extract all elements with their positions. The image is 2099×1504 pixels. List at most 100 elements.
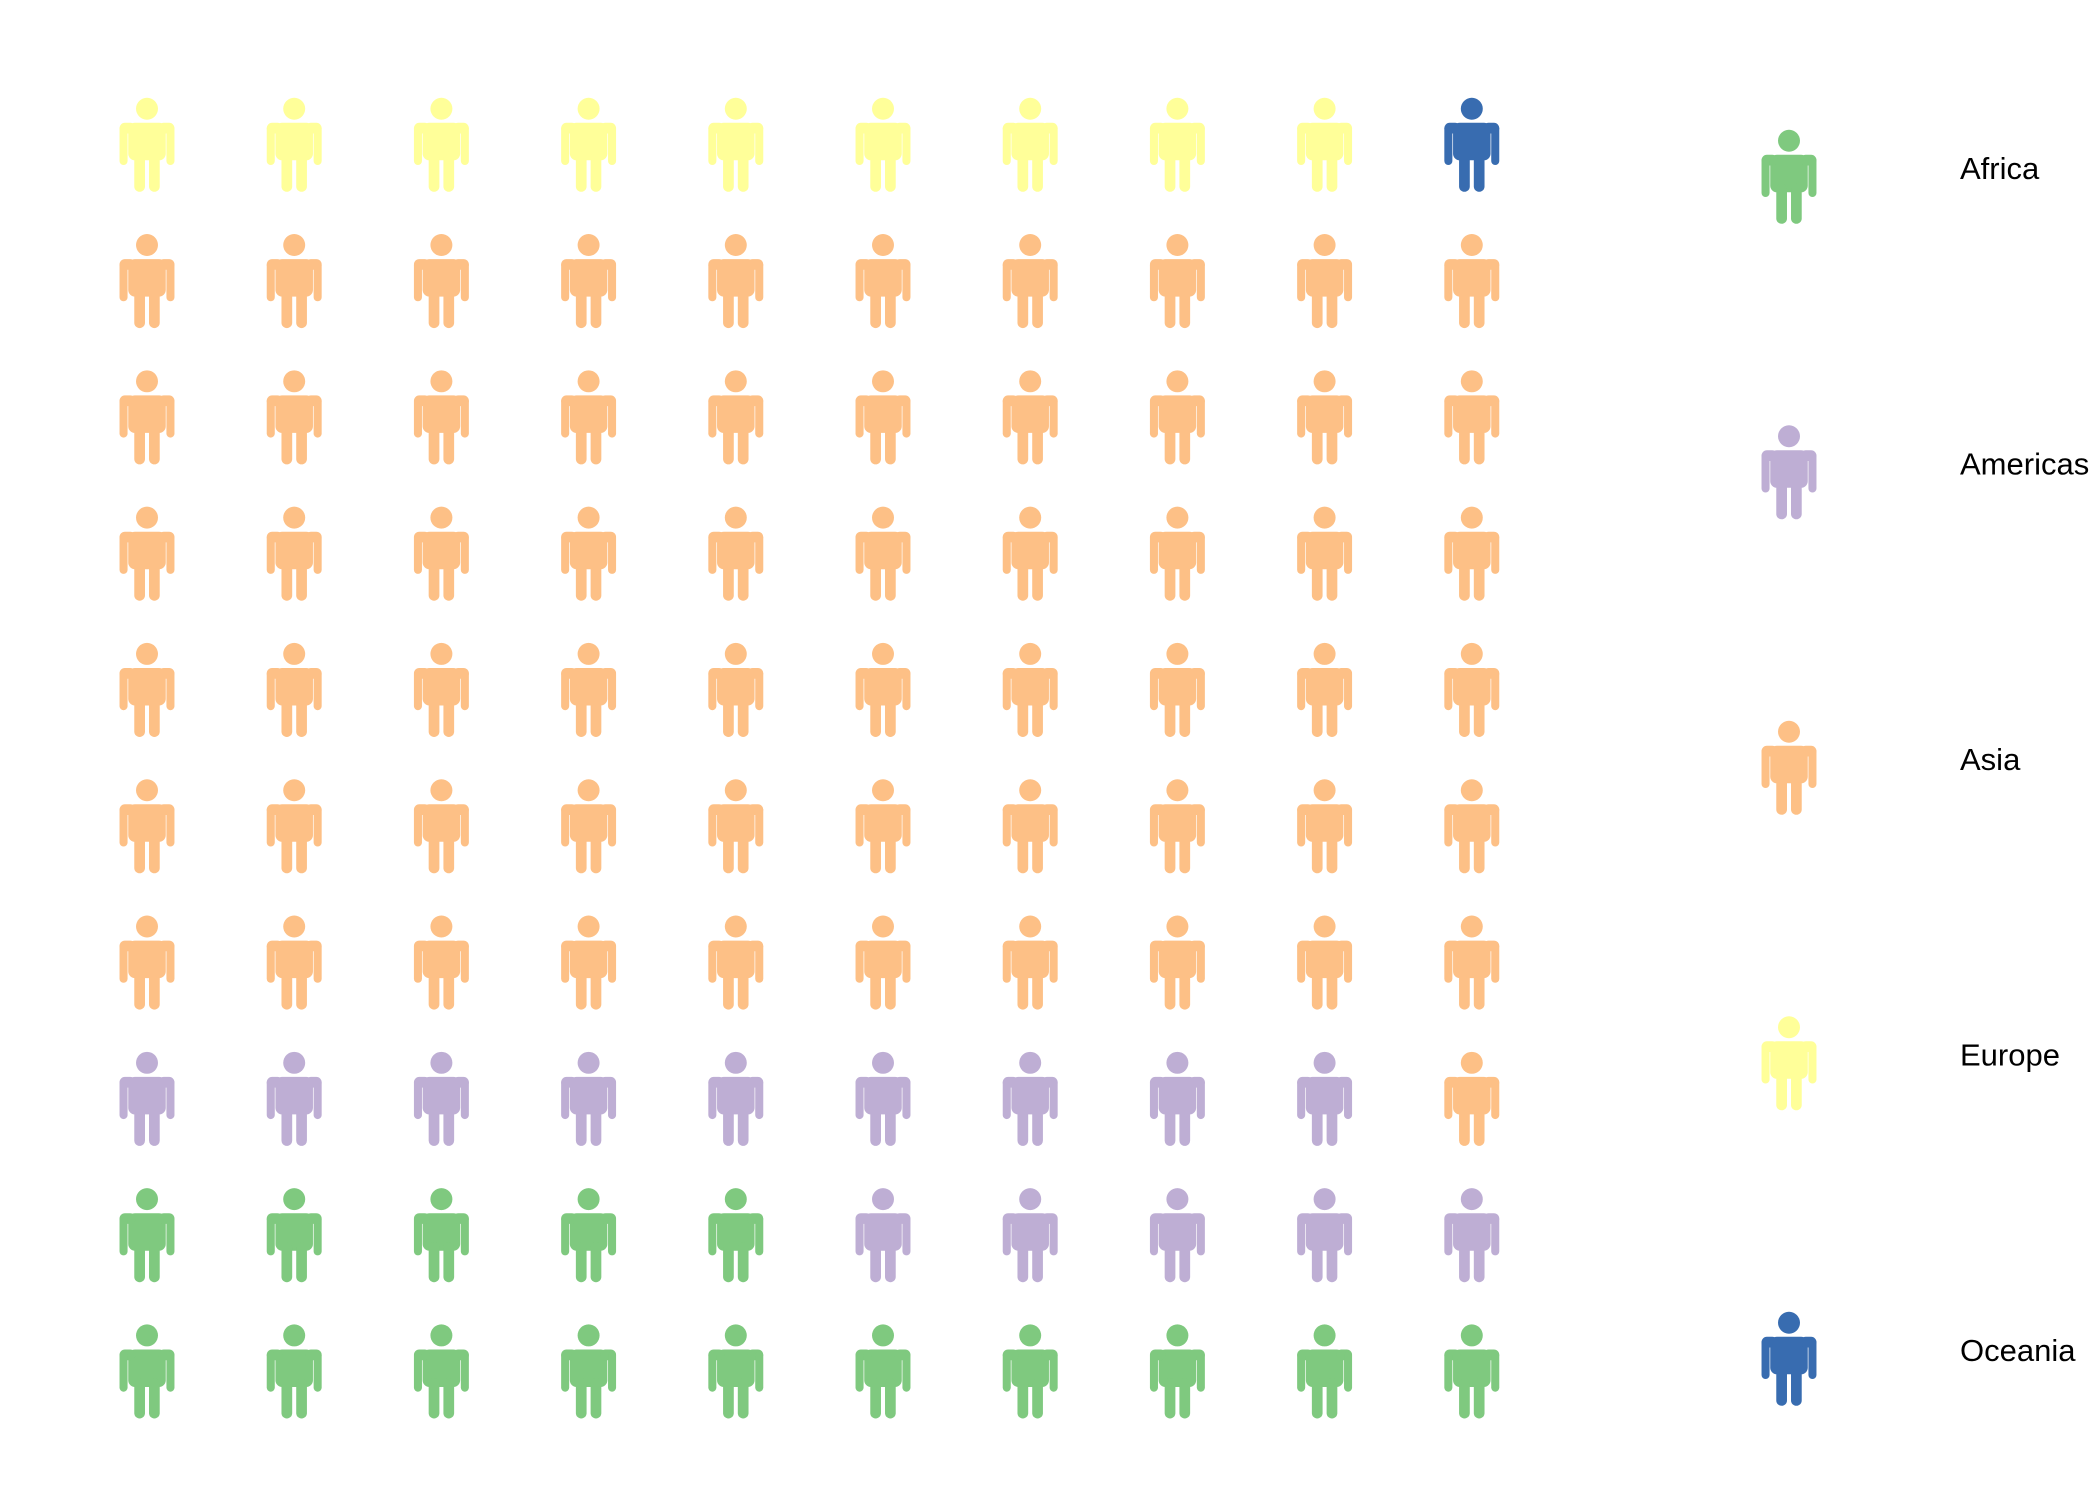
- person-icon: [266, 1051, 322, 1146]
- person-icon: [708, 642, 764, 737]
- person-icon: [855, 642, 911, 737]
- person-icon: [708, 506, 764, 601]
- person-icon: [413, 1051, 469, 1146]
- legend-icon: [1761, 720, 1817, 815]
- person-icon: [1002, 370, 1058, 465]
- person-icon: [708, 1324, 764, 1419]
- person-icon: [1149, 370, 1205, 465]
- person-icon: [855, 1324, 911, 1419]
- person-icon: [1297, 234, 1353, 329]
- person-icon: [413, 97, 469, 192]
- person-icon: [1297, 915, 1353, 1010]
- person-icon: [1149, 779, 1205, 874]
- person-icon: [855, 915, 911, 1010]
- person-icon: [855, 1188, 911, 1283]
- legend-icon: [1761, 425, 1817, 520]
- person-icon: [1444, 1051, 1500, 1146]
- person-icon: [1297, 779, 1353, 874]
- person-icon: [413, 642, 469, 737]
- person-icon: [855, 506, 911, 601]
- person-icon: [266, 642, 322, 737]
- person-icon: [1149, 234, 1205, 329]
- person-icon: [413, 915, 469, 1010]
- person-icon: [1149, 1188, 1205, 1283]
- person-icon: [1297, 1051, 1353, 1146]
- person-icon: [266, 97, 322, 192]
- person-icon: [561, 1188, 617, 1283]
- legend-label: Oceania: [1960, 1333, 2076, 1368]
- person-icon: [1002, 1051, 1058, 1146]
- person-icon: [119, 642, 175, 737]
- person-icon: [1002, 97, 1058, 192]
- person-icon: [1444, 779, 1500, 874]
- person-icon: [119, 370, 175, 465]
- person-icon: [119, 97, 175, 192]
- legend-label: Africa: [1960, 151, 2040, 186]
- person-icon: [708, 97, 764, 192]
- legend-icon: [1761, 1311, 1817, 1406]
- person-icon: [119, 779, 175, 874]
- person-icon: [266, 1188, 322, 1283]
- person-icon: [1149, 506, 1205, 601]
- legend-label: Asia: [1960, 742, 2021, 777]
- person-icon: [413, 1324, 469, 1419]
- person-icon: [855, 1051, 911, 1146]
- person-icon: [1444, 915, 1500, 1010]
- person-icon: [119, 915, 175, 1010]
- person-icon: [1444, 234, 1500, 329]
- person-icon: [413, 234, 469, 329]
- person-icon: [266, 779, 322, 874]
- person-icon: [708, 915, 764, 1010]
- person-icon: [855, 97, 911, 192]
- person-icon: [708, 1051, 764, 1146]
- person-icon: [413, 1188, 469, 1283]
- person-icon: [1297, 642, 1353, 737]
- person-icon: [855, 370, 911, 465]
- person-icon: [266, 915, 322, 1010]
- person-icon: [561, 642, 617, 737]
- person-icon: [1444, 506, 1500, 601]
- person-icon: [708, 370, 764, 465]
- person-icon: [119, 234, 175, 329]
- person-icon: [561, 1324, 617, 1419]
- person-icon: [855, 234, 911, 329]
- person-icon: [1002, 1188, 1058, 1283]
- person-icon: [1444, 97, 1500, 192]
- person-icon: [266, 234, 322, 329]
- person-icon: [119, 1051, 175, 1146]
- person-icon: [855, 779, 911, 874]
- person-icon: [1002, 779, 1058, 874]
- person-icon: [561, 1051, 617, 1146]
- person-icon: [1149, 1051, 1205, 1146]
- legend-label: Europe: [1960, 1038, 2060, 1073]
- person-icon: [708, 779, 764, 874]
- person-icon: [1297, 97, 1353, 192]
- person-icon: [561, 234, 617, 329]
- person-icon: [1149, 97, 1205, 192]
- person-icon: [1149, 642, 1205, 737]
- person-icon: [1149, 915, 1205, 1010]
- person-icon: [1297, 1188, 1353, 1283]
- person-icon: [1297, 506, 1353, 601]
- legend-label: Americas: [1960, 447, 2089, 482]
- person-icon: [708, 234, 764, 329]
- person-icon: [1444, 370, 1500, 465]
- person-icon: [266, 506, 322, 601]
- person-icon: [1297, 1324, 1353, 1419]
- person-icon: [413, 506, 469, 601]
- legend-icon: [1761, 129, 1817, 224]
- person-icon: [561, 506, 617, 601]
- person-icon: [561, 97, 617, 192]
- person-icon: [1444, 1324, 1500, 1419]
- person-icon: [561, 779, 617, 874]
- person-icon: [266, 370, 322, 465]
- person-icon: [119, 1188, 175, 1283]
- person-icon: [413, 779, 469, 874]
- person-icon: [1444, 642, 1500, 737]
- person-icon: [1002, 234, 1058, 329]
- person-icon: [1002, 915, 1058, 1010]
- person-icon: [561, 915, 617, 1010]
- person-icon: [1444, 1188, 1500, 1283]
- person-icon: [1149, 1324, 1205, 1419]
